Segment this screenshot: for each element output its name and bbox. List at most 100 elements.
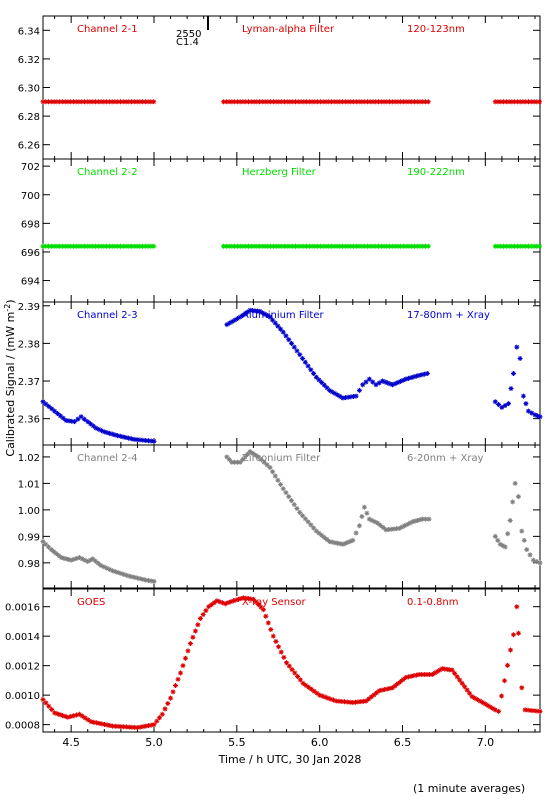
y-tick-label: 0.0014 — [5, 632, 40, 643]
data-marker — [99, 428, 105, 434]
data-marker — [185, 648, 191, 654]
data-point — [151, 438, 157, 444]
data-marker — [75, 416, 81, 422]
data-point — [134, 725, 140, 731]
data-marker — [92, 558, 98, 564]
data-point — [416, 372, 422, 378]
data-marker — [270, 243, 276, 249]
data-marker — [134, 243, 140, 249]
data-marker — [413, 672, 419, 678]
data-marker — [517, 99, 523, 105]
filter-label: X-ray Sensor — [242, 597, 306, 608]
data-point — [297, 510, 303, 516]
filter-label: Zirconium Filter — [242, 453, 321, 464]
data-point — [499, 404, 505, 410]
data-marker — [294, 506, 300, 512]
data-marker — [76, 243, 82, 249]
data-marker — [339, 699, 345, 705]
data-marker — [389, 99, 395, 105]
averaging-note: (1 minute averages) — [413, 782, 525, 795]
data-marker — [291, 344, 297, 350]
data-marker — [399, 524, 405, 530]
data-marker — [302, 359, 308, 365]
data-marker — [289, 340, 294, 346]
data-point — [409, 519, 415, 525]
y-tick-label: 2.39 — [18, 302, 40, 313]
data-marker — [107, 430, 113, 436]
y-axis-label: Calibrated Signal / (mW m-2) — [3, 299, 17, 456]
data-marker — [391, 526, 397, 532]
data-marker — [71, 713, 77, 719]
data-marker — [263, 613, 269, 619]
data-point — [76, 711, 82, 717]
data-marker — [112, 432, 118, 438]
data-marker — [107, 566, 113, 572]
data-marker — [362, 99, 368, 105]
data-marker — [353, 99, 359, 105]
filter-label: Lyman-alpha Filter — [242, 24, 335, 35]
data-marker — [98, 99, 104, 105]
data-point — [383, 527, 389, 533]
data-marker — [275, 477, 281, 483]
y-tick-label: 702 — [21, 162, 40, 173]
data-marker — [245, 451, 251, 457]
data-point — [376, 688, 382, 694]
data-marker — [295, 243, 301, 249]
data-marker — [487, 704, 493, 710]
data-marker — [405, 375, 411, 381]
panel-2: 694 696 698 700 702 Channel 2-2 Herzberg Filte… — [21, 158, 543, 303]
data-marker — [259, 99, 265, 105]
data-point — [497, 541, 503, 547]
data-marker — [223, 243, 229, 249]
data-point — [40, 399, 46, 405]
data-marker — [273, 243, 279, 249]
data-point — [373, 382, 379, 388]
data-point — [390, 685, 396, 691]
data-point — [419, 516, 425, 522]
data-marker — [270, 99, 276, 105]
panel-frame — [42, 444, 541, 589]
data-point — [350, 537, 356, 543]
y-tick-label: 6.32 — [18, 55, 40, 66]
y-tick-label: 0.0016 — [5, 603, 40, 614]
data-marker — [306, 243, 312, 249]
data-point — [537, 414, 543, 420]
data-marker — [101, 243, 107, 249]
data-marker — [407, 520, 413, 526]
data-point — [229, 459, 235, 465]
data-marker — [250, 450, 256, 456]
data-marker — [312, 243, 318, 249]
data-marker — [472, 695, 478, 701]
data-marker — [376, 99, 382, 105]
data-marker — [74, 555, 80, 561]
data-marker — [378, 99, 384, 105]
data-marker — [295, 673, 301, 679]
data-marker — [387, 243, 393, 249]
data-marker — [129, 99, 135, 105]
data-point — [424, 371, 430, 376]
data-point — [360, 382, 366, 388]
data-marker — [73, 99, 79, 105]
data-marker — [289, 498, 294, 504]
data-marker — [91, 719, 97, 725]
data-marker — [291, 502, 297, 508]
data-marker — [104, 722, 110, 728]
data-marker — [417, 243, 423, 249]
data-marker — [118, 724, 124, 730]
data-point — [247, 449, 253, 455]
data-marker — [506, 243, 512, 249]
data-point — [416, 672, 422, 678]
data-marker — [60, 712, 66, 718]
data-marker — [98, 243, 104, 249]
data-marker — [84, 99, 90, 105]
data-marker — [279, 243, 285, 249]
data-marker — [283, 333, 289, 339]
data-marker — [265, 620, 271, 626]
data-marker — [211, 600, 217, 606]
data-marker — [334, 99, 340, 105]
data-marker — [328, 696, 334, 702]
data-point — [333, 698, 339, 704]
data-marker — [68, 243, 74, 249]
data-marker — [454, 674, 460, 680]
data-marker — [84, 243, 90, 249]
